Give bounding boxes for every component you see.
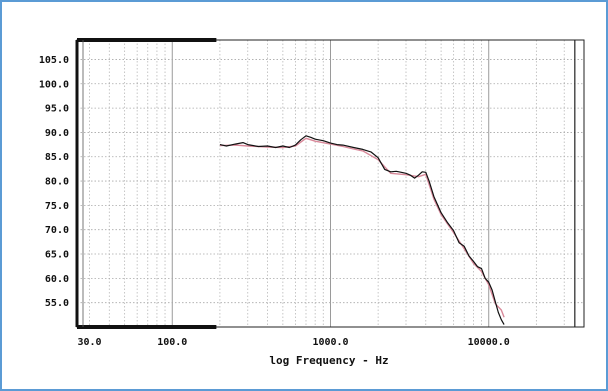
y-tick-label: 80.0 xyxy=(45,177,69,188)
x-axis-ticks: 30.0 100.0 1000.0 10000.0 xyxy=(77,337,509,348)
y-tick-label: 75.0 xyxy=(45,201,69,212)
x-tick-label: 1000.0 xyxy=(312,337,348,348)
y-tick-label: 105.0 xyxy=(39,55,69,66)
y-tick-label: 65.0 xyxy=(45,250,69,261)
y-tick-label: 60.0 xyxy=(45,274,69,285)
x-axis-label: log Frequency - Hz xyxy=(269,354,388,367)
x-tick-label: 30.0 xyxy=(77,337,101,348)
grid xyxy=(77,40,585,327)
y-axis-ticks: 105.0 100.0 95.0 90.0 85.0 80.0 75.0 70.0 65.0 60… xyxy=(39,55,69,309)
series-line xyxy=(219,137,505,318)
plot-area xyxy=(75,38,585,329)
y-tick-label: 55.0 xyxy=(45,298,69,309)
x-tick-label: 100.0 xyxy=(157,337,187,348)
x-tick-label: 10000.0 xyxy=(468,337,510,348)
y-tick-label: 95.0 xyxy=(45,104,69,115)
y-tick-label: 85.0 xyxy=(45,152,69,163)
y-tick-label: 90.0 xyxy=(45,128,69,139)
series-line xyxy=(219,135,505,325)
y-tick-label: 100.0 xyxy=(39,79,69,90)
series-lines xyxy=(219,135,505,325)
y-tick-label: 70.0 xyxy=(45,225,69,236)
